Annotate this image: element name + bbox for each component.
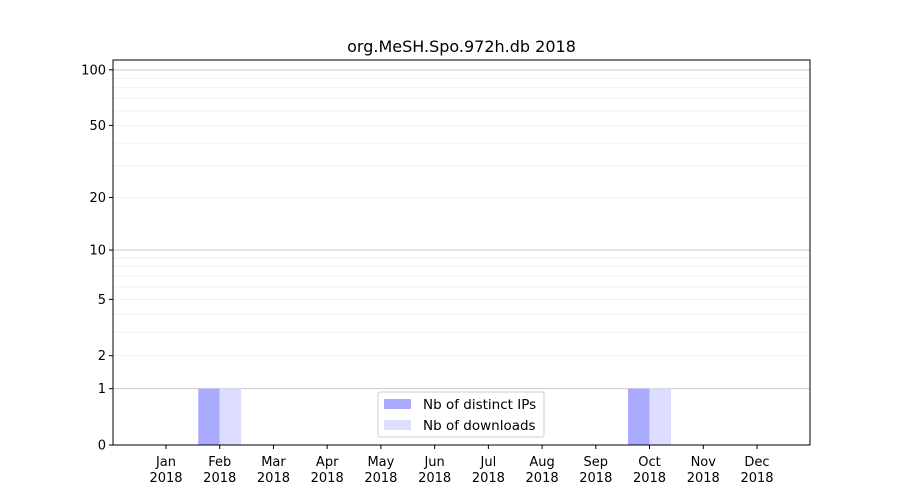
x-tick-label: Jul 2018: [472, 455, 505, 486]
y-tick-label: 10: [89, 244, 106, 259]
x-tick-label: Mar 2018: [257, 455, 290, 486]
bar-distinct-ips: [628, 388, 650, 445]
y-axis: 0 1 2 5 10 20 50 100: [81, 63, 113, 454]
x-tick-label: May 2018: [364, 455, 397, 486]
legend-label-downloads: Nb of downloads: [423, 418, 536, 434]
plot-frame: [112, 59, 811, 446]
bar-distinct-ips: [198, 388, 220, 445]
legend-box: [377, 391, 545, 438]
y-tick-label: 2: [98, 349, 106, 364]
legend-swatch-downloads: [384, 420, 411, 430]
x-tick-label: Dec 2018: [740, 455, 773, 486]
x-tick-label: Oct 2018: [633, 455, 666, 486]
y-tick-label: 5: [98, 293, 106, 308]
x-tick-label: Feb 2018: [203, 455, 236, 486]
bars: [198, 388, 672, 445]
x-tick-label: Jun 2018: [418, 455, 451, 486]
y-tick-label: 0: [98, 439, 106, 454]
x-tick-label: Sep 2018: [579, 455, 612, 486]
x-tick-label: Aug 2018: [526, 455, 559, 486]
bar-downloads: [219, 388, 242, 445]
y-tick-label: 50: [89, 119, 106, 134]
x-tick-label: Apr 2018: [311, 455, 344, 486]
y-tick-label: 100: [81, 63, 106, 78]
x-tick-label: Jan 2018: [149, 455, 182, 486]
legend-label-ips: Nb of distinct IPs: [423, 397, 536, 413]
y-tick-label: 20: [89, 191, 106, 206]
legend-swatch-ips: [384, 399, 411, 409]
y-tick-label: 1: [98, 382, 106, 397]
x-tick-label: Nov 2018: [687, 455, 720, 486]
chart-title: org.MeSH.Spo.972h.db 2018: [347, 37, 576, 56]
grid: [113, 69, 810, 390]
bar-downloads: [649, 388, 672, 445]
legend: Nb of distinct IPs Nb of downloads: [377, 391, 545, 438]
x-axis: Jan 2018 Feb 2018 Mar 2018 Apr 2018 May 2018 Jun 20…: [149, 445, 774, 486]
